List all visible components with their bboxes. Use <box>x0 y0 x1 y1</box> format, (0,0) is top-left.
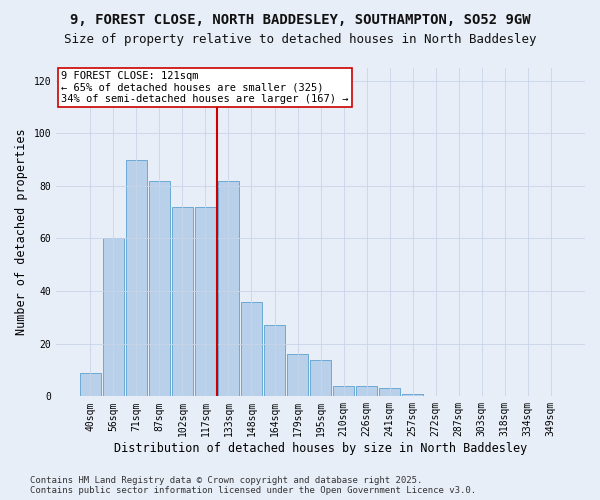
Bar <box>149 180 170 396</box>
Bar <box>333 386 354 396</box>
Bar <box>402 394 423 396</box>
X-axis label: Distribution of detached houses by size in North Baddesley: Distribution of detached houses by size … <box>114 442 527 455</box>
Text: Contains HM Land Registry data © Crown copyright and database right 2025.
Contai: Contains HM Land Registry data © Crown c… <box>30 476 476 495</box>
Bar <box>310 360 331 397</box>
Bar <box>287 354 308 397</box>
Bar <box>126 160 147 396</box>
Bar <box>379 388 400 396</box>
Text: 9 FOREST CLOSE: 121sqm
← 65% of detached houses are smaller (325)
34% of semi-de: 9 FOREST CLOSE: 121sqm ← 65% of detached… <box>61 71 349 104</box>
Text: 9, FOREST CLOSE, NORTH BADDESLEY, SOUTHAMPTON, SO52 9GW: 9, FOREST CLOSE, NORTH BADDESLEY, SOUTHA… <box>70 12 530 26</box>
Bar <box>195 207 216 396</box>
Bar <box>264 326 285 396</box>
Y-axis label: Number of detached properties: Number of detached properties <box>15 128 28 335</box>
Bar <box>356 386 377 396</box>
Bar <box>103 238 124 396</box>
Bar <box>241 302 262 396</box>
Bar <box>218 180 239 396</box>
Bar <box>172 207 193 396</box>
Bar <box>80 372 101 396</box>
Text: Size of property relative to detached houses in North Baddesley: Size of property relative to detached ho… <box>64 32 536 46</box>
